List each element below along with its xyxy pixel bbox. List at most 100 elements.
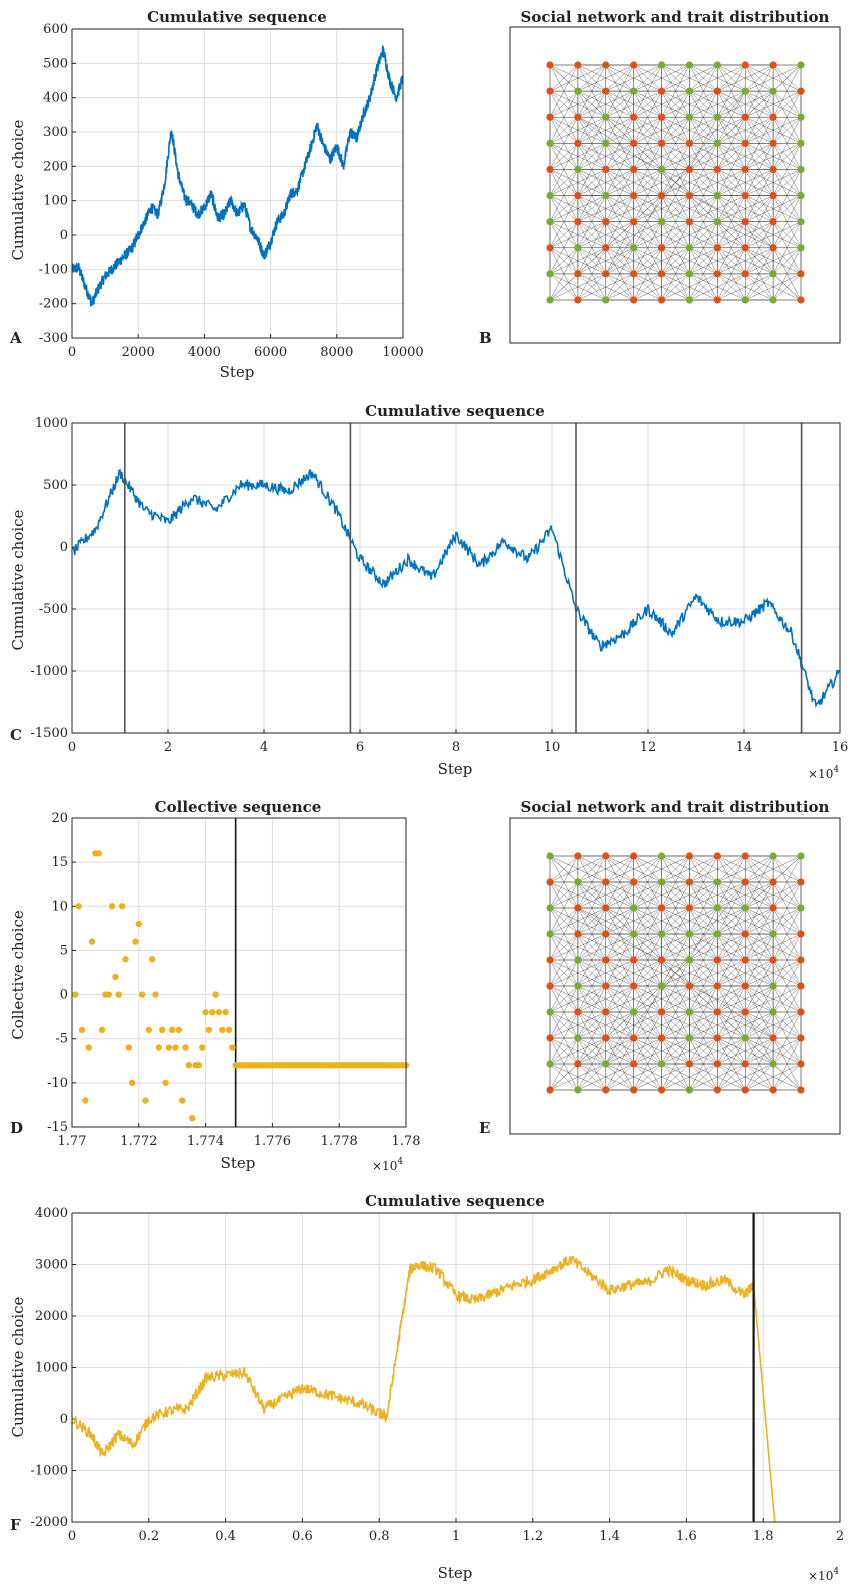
data-point	[78, 1026, 86, 1034]
network-edge	[772, 247, 802, 275]
data-point	[162, 1079, 169, 1087]
network-edge	[689, 169, 718, 196]
network-node	[685, 165, 694, 174]
network-node	[546, 244, 554, 252]
network-node	[769, 982, 777, 990]
network-node	[713, 904, 721, 912]
x-tick-label: 14	[736, 740, 753, 755]
network-edge	[577, 933, 606, 961]
network-edge	[772, 1037, 802, 1065]
network-edge	[577, 1011, 634, 1039]
network-node	[657, 165, 666, 174]
network-edge	[577, 1037, 634, 1065]
network-edge	[633, 1063, 690, 1091]
network-edge	[549, 1011, 579, 1039]
network-node	[574, 113, 582, 121]
network-node	[602, 270, 610, 278]
network-edge	[577, 907, 606, 935]
axes-frame-c	[71, 422, 841, 734]
network-edge	[717, 855, 774, 883]
network-node	[797, 1086, 805, 1094]
network-edge	[689, 247, 746, 275]
network-edge	[745, 116, 802, 144]
y-tick-label: -10	[47, 1076, 68, 1091]
network-edge	[577, 169, 606, 196]
series-f	[72, 1255, 776, 1522]
y-tick-label: 2000	[35, 1309, 68, 1324]
network-node	[546, 930, 554, 938]
network-edge	[549, 985, 579, 1013]
network-node	[630, 87, 638, 95]
network-node	[797, 904, 805, 912]
network-node	[602, 191, 610, 200]
network-node	[657, 1086, 666, 1094]
data-point	[179, 1097, 186, 1104]
network-edge	[577, 1063, 606, 1091]
network-edge	[717, 1011, 774, 1039]
network-node	[769, 61, 777, 69]
network-edge	[605, 169, 662, 196]
network-node	[657, 956, 666, 964]
network-node	[685, 296, 694, 304]
panel-label-e: E	[479, 1119, 490, 1137]
x-tick-label: 1.8	[753, 1529, 774, 1544]
series-line	[72, 45, 403, 307]
network-edge	[689, 907, 718, 935]
x-tick-label: 1.778	[321, 1134, 358, 1149]
network-node	[574, 1034, 582, 1042]
network-edge	[689, 273, 746, 301]
network-edge	[745, 1011, 774, 1039]
network-node	[630, 113, 638, 121]
network-edge	[633, 855, 690, 883]
x-tick-label: 0	[68, 345, 76, 360]
network-node	[685, 956, 694, 964]
network-node	[741, 852, 749, 860]
network-edge	[689, 143, 746, 170]
y-tick-label: -1000	[31, 1464, 68, 1479]
network-node	[769, 878, 777, 886]
x-tick-label: 1.2	[522, 1529, 543, 1544]
data-point	[185, 1062, 193, 1069]
network-node	[574, 852, 582, 860]
y-tick-label: -500	[39, 602, 68, 617]
network-node	[741, 930, 749, 938]
network-edge	[633, 1063, 662, 1091]
network-edge	[549, 195, 606, 222]
data-point	[202, 1009, 209, 1016]
y-tick-label: -15	[47, 1120, 68, 1135]
network-edge	[717, 64, 774, 92]
network-edge	[689, 933, 746, 961]
network-node	[769, 191, 777, 200]
network-node	[797, 139, 805, 147]
network-node	[657, 1034, 666, 1042]
network-edge	[745, 221, 774, 248]
data-point	[138, 991, 146, 998]
network-node	[574, 1008, 582, 1016]
network-edge	[745, 959, 802, 987]
network-edge	[689, 64, 718, 92]
network-node	[713, 1086, 721, 1094]
network-edge	[717, 1063, 746, 1091]
network-edge	[717, 959, 746, 987]
y-tick-label: 0	[60, 988, 68, 1003]
x-tick-label: 0	[68, 740, 76, 755]
network-edge	[549, 933, 579, 961]
data-point	[98, 1026, 106, 1034]
network-edges-e	[549, 855, 802, 1091]
network-edge	[549, 221, 606, 249]
data-point	[135, 920, 142, 928]
network-edge	[605, 959, 662, 987]
network-edge	[717, 247, 746, 275]
x-tick-label: 2000	[122, 345, 155, 360]
network-edge	[689, 221, 746, 249]
network-edge	[633, 1011, 662, 1039]
network-edge	[577, 143, 634, 170]
network-nodes-b	[546, 61, 805, 304]
network-edge	[605, 855, 634, 883]
network-edge	[549, 117, 579, 144]
y-tick-label: 100	[43, 194, 68, 209]
network-edge	[661, 117, 690, 144]
network-edge	[549, 1037, 579, 1065]
network-node	[797, 956, 805, 964]
data-point	[212, 991, 219, 998]
